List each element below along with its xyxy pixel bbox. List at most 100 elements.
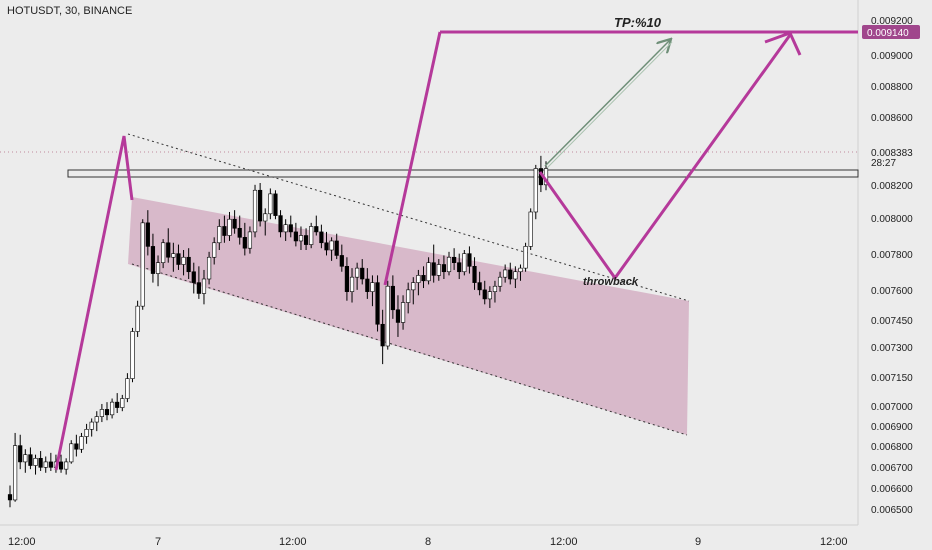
candle-up (436, 264, 441, 276)
candle-up (99, 409, 104, 417)
candle-up (171, 253, 176, 258)
candle-down (74, 443, 79, 450)
impulse-leg-1 (54, 135, 134, 471)
candle-up (349, 276, 355, 292)
price-tick: 0.006900 (871, 422, 913, 433)
projection-arrowhead (764, 31, 802, 56)
candle-down (145, 222, 150, 247)
throwback-label: throwback (583, 276, 639, 288)
price-tick: 0.007000 (871, 402, 913, 413)
candle-up (161, 242, 166, 263)
candle-up (201, 278, 207, 294)
target-price-tag (862, 25, 920, 39)
candle-down (28, 454, 33, 466)
candle-up (309, 226, 314, 245)
candle-up (89, 421, 94, 430)
price-tick: 0.007600 (871, 286, 913, 297)
descending-channel (128, 197, 689, 435)
candle-up (513, 271, 518, 280)
candle-up (227, 218, 232, 236)
candle-down (339, 255, 344, 267)
candle-up (370, 282, 375, 292)
candle-down (176, 253, 181, 265)
price-tick: 0.007300 (871, 343, 913, 354)
candle-down (467, 253, 472, 267)
time-tick: 7 (155, 536, 161, 548)
candle-down (452, 256, 457, 263)
candle-up (140, 222, 145, 307)
candle-up (462, 253, 467, 273)
candle-down (390, 285, 395, 311)
target-label: TP:%10 (614, 15, 662, 30)
candle-down (150, 246, 156, 274)
price-axis[interactable]: 0.009200 0.009000 0.008800 0.008600 0.00… (871, 16, 913, 516)
candle-down (334, 240, 339, 256)
resistance-zone (67, 169, 859, 178)
candle-up (120, 398, 125, 408)
candle-down (104, 409, 110, 416)
candle-up (206, 256, 212, 280)
candle-up (268, 193, 273, 215)
candle-down (48, 461, 53, 468)
candle-down (477, 282, 482, 291)
candle-up (13, 445, 18, 501)
bar-countdown: 28:27 (871, 158, 896, 169)
candle-up (533, 168, 538, 213)
candle-down (196, 282, 201, 294)
candle-up (43, 461, 48, 468)
price-tick: 0.009200 (871, 16, 913, 27)
candle-up (385, 285, 390, 347)
price-tick: 0.006600 (871, 484, 913, 495)
price-tick: 0.008000 (871, 214, 913, 225)
candle-down (278, 215, 283, 233)
candle-up (518, 267, 523, 273)
candle-down (324, 242, 329, 251)
candle-up (84, 429, 89, 437)
time-tick: 12:00 (279, 536, 307, 548)
candle-up (411, 282, 416, 291)
candle-down (237, 227, 242, 238)
time-axis[interactable]: 12:00 7 12:00 8 12:00 9 12:00 (8, 536, 848, 548)
price-tick-current: 0.008383 (871, 148, 913, 159)
candle-down (273, 193, 278, 216)
channel-lower-line (131, 263, 688, 436)
candle-up (135, 305, 140, 332)
candle-down (344, 266, 350, 292)
candle-down (115, 401, 120, 408)
target-price-label: 0.009140 (867, 28, 909, 39)
time-tick: 9 (695, 536, 701, 548)
candle-up (64, 461, 69, 470)
candle-up (69, 443, 74, 463)
target-arrow (544, 40, 670, 167)
candle-up (446, 256, 452, 273)
candle-down (319, 231, 324, 244)
candle-down (303, 235, 309, 245)
candle-down (441, 264, 447, 273)
candle-down (7, 494, 13, 501)
price-tick: 0.008600 (871, 113, 913, 124)
candle-up (155, 262, 161, 274)
candle-down (508, 269, 513, 280)
candle-up (355, 267, 360, 278)
candle-up (426, 262, 431, 282)
candle-down (232, 218, 237, 229)
candle-up (217, 226, 222, 244)
candle-down (258, 189, 263, 222)
throwback-projection (538, 34, 792, 281)
price-tick: 0.007800 (871, 250, 913, 261)
candle-up (247, 231, 253, 249)
candle-down (191, 271, 196, 283)
candle-down (38, 457, 43, 468)
candle-up (400, 302, 406, 323)
candle-down (186, 256, 191, 273)
candle-up (283, 224, 288, 233)
candle-up (497, 276, 503, 287)
candle-down (288, 224, 293, 233)
candle-up (181, 256, 186, 265)
candle-up (109, 401, 115, 416)
time-tick: 12:00 (8, 536, 36, 548)
candle-down (314, 226, 319, 233)
candle-up (406, 289, 411, 303)
